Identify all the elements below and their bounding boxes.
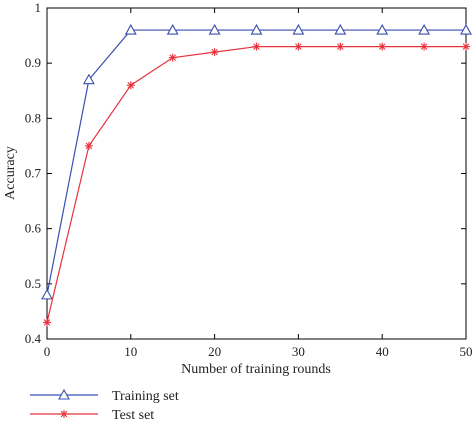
y-tick-label: 0.7 (25, 166, 42, 181)
y-tick-label: 1 (35, 0, 42, 15)
legend-marker (60, 410, 68, 418)
data-point (210, 48, 219, 57)
data-point (418, 23, 431, 35)
data-point (124, 23, 137, 35)
star-stroke (43, 319, 51, 326)
data-point (84, 141, 93, 150)
data-point (334, 23, 347, 35)
x-axis-title: Number of training rounds (181, 362, 331, 377)
y-tick-label: 0.6 (25, 221, 42, 236)
star-stroke (169, 54, 176, 61)
legend: Training set Test set (30, 388, 179, 423)
star-stroke (420, 43, 428, 50)
data-point (376, 23, 389, 35)
star-stroke (337, 43, 344, 50)
data-point (252, 42, 261, 51)
data-point (462, 42, 470, 51)
axis-ticks: 0 10 20 30 40 50 0.4 0.5 0.6 0.7 0.8 0.9 1 (25, 0, 473, 359)
x-tick-label: 50 (460, 344, 473, 359)
series-group (41, 23, 472, 327)
star-stroke (211, 48, 218, 56)
star-stroke (60, 410, 68, 418)
star-stroke (127, 81, 135, 89)
x-tick-label: 40 (376, 344, 389, 359)
plot-area (46, 7, 467, 340)
star-stroke (253, 43, 260, 50)
data-point (336, 42, 345, 51)
data-point (460, 23, 472, 35)
data-point (292, 23, 305, 35)
legend-label: Test set (112, 408, 154, 423)
star-stroke (85, 142, 93, 150)
data-point (250, 23, 263, 35)
data-point (41, 288, 53, 300)
data-point (43, 318, 51, 327)
data-point (378, 42, 387, 51)
data-point (294, 42, 303, 51)
y-tick-label: 0.9 (25, 55, 41, 70)
y-axis-title: Accuracy (3, 146, 18, 200)
star-stroke (378, 43, 386, 50)
y-tick-label: 0.8 (25, 110, 41, 125)
x-tick-label: 0 (44, 344, 51, 359)
data-point (168, 53, 177, 62)
data-point (420, 42, 429, 51)
legend-marker (58, 388, 70, 400)
legend-label: Training set (112, 389, 179, 404)
data-point (208, 23, 221, 35)
data-point (126, 81, 135, 90)
y-tick-label: 0.4 (25, 331, 42, 346)
x-tick-label: 30 (292, 344, 305, 359)
y-tick-label: 0.5 (25, 276, 41, 291)
star-stroke (462, 43, 470, 50)
data-point (166, 23, 179, 35)
star-stroke (295, 43, 302, 50)
x-tick-label: 10 (124, 344, 137, 359)
data-point (82, 73, 95, 85)
x-tick-label: 20 (208, 344, 221, 359)
